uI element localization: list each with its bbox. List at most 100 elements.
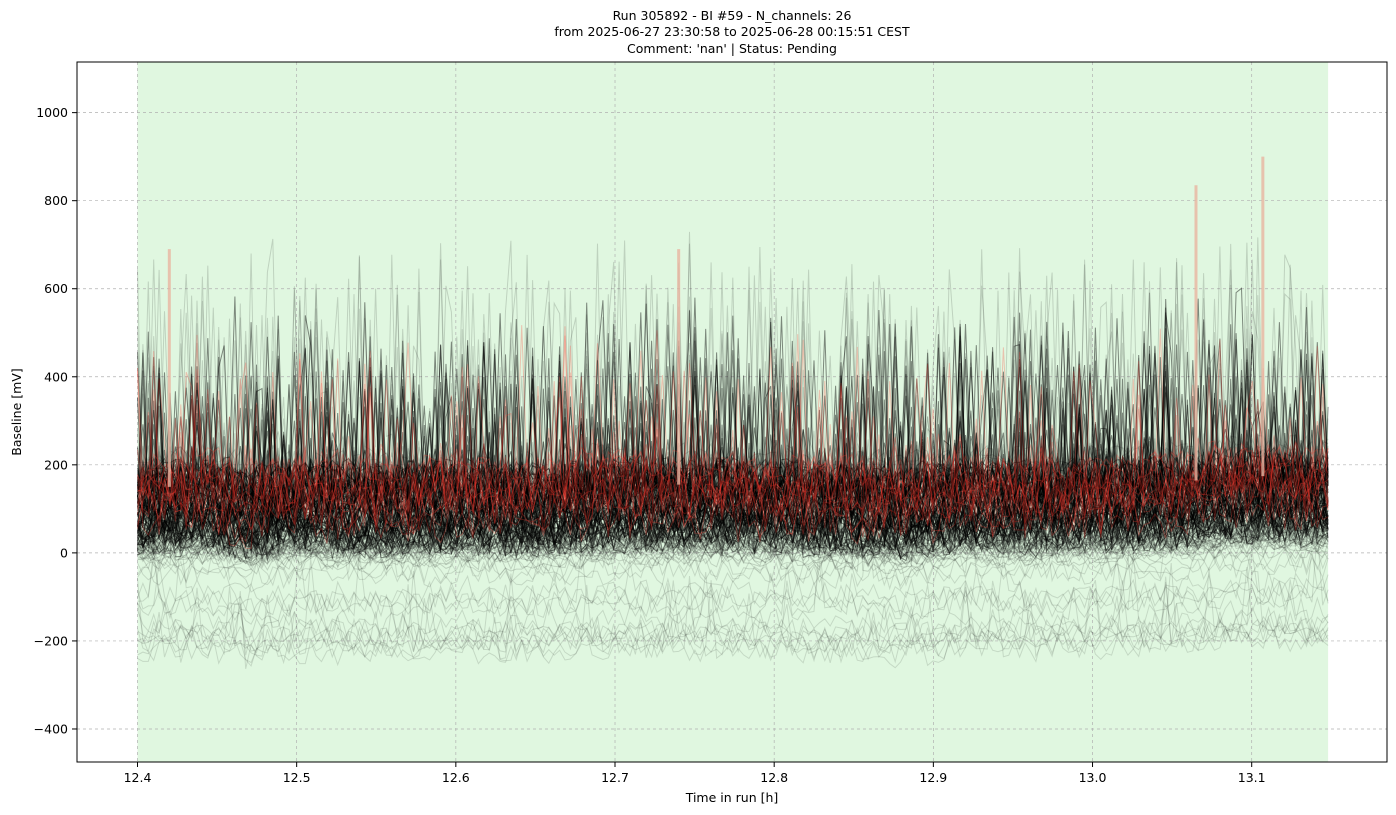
- baseline-trace-7: [137, 520, 1329, 593]
- baseline-trace-26: [137, 465, 1329, 566]
- baseline-trace-40: [137, 436, 1329, 563]
- baseline-trace-91: [137, 351, 1329, 545]
- baseline-trace-59: [137, 346, 1329, 549]
- baseline-trace-41: [137, 499, 1329, 568]
- plot-frame: [76, 61, 1388, 763]
- baseline-trace-3: [137, 580, 1329, 670]
- baseline-trace-36: [137, 417, 1329, 557]
- baseline-trace-141: [137, 340, 1329, 540]
- baseline-trace-5: [137, 531, 1329, 621]
- baseline-trace-44: [137, 442, 1329, 554]
- baseline-trace-177: [137, 358, 1329, 549]
- baseline-trace-56: [137, 362, 1329, 562]
- baseline-trace-72: [137, 287, 1329, 505]
- baseline-trace-81: [137, 347, 1329, 543]
- baseline-trace-162: [137, 280, 1329, 514]
- baseline-trace-62: [137, 358, 1329, 551]
- y-tick-label-3: 200: [44, 457, 68, 472]
- baseline-trace-142: [137, 352, 1329, 535]
- baseline-trace-1: [137, 566, 1329, 657]
- baseline-trace-146: [137, 281, 1329, 517]
- baseline-trace-23: [137, 430, 1329, 561]
- baseline-trace-161: [137, 243, 1329, 511]
- baseline-trace-167: [137, 273, 1329, 510]
- baseline-trace-98: [137, 338, 1329, 536]
- baseline-trace-155: [137, 259, 1329, 499]
- baseline-trace-106: [137, 315, 1329, 499]
- baseline-trace-83: [137, 313, 1329, 507]
- baseline-trace-168: [137, 243, 1329, 501]
- baseline-trace-25: [137, 439, 1329, 561]
- baseline-trace-95: [137, 368, 1329, 527]
- baseline-trace-103: [137, 319, 1329, 508]
- baseline-trace-119: [137, 358, 1329, 552]
- baseline-trace-176: [137, 334, 1329, 522]
- y-tick-label-5: 600: [44, 281, 68, 296]
- baseline-trace-87: [137, 315, 1329, 511]
- baseline-trace-58: [137, 332, 1329, 533]
- baseline-trace-118: [137, 344, 1329, 528]
- baseline-trace-105: [137, 351, 1329, 544]
- baseline-trace-171: [137, 330, 1329, 515]
- baseline-trace-112: [137, 302, 1329, 503]
- baseline-trace-90: [137, 363, 1329, 561]
- baseline-trace-172: [137, 326, 1329, 521]
- baseline-trace-84: [137, 355, 1329, 511]
- baseline-trace-12: [137, 580, 1329, 667]
- x-tick-label-4: 12.8: [760, 770, 788, 785]
- baseline-trace-2: [137, 502, 1329, 587]
- baseline-trace-111: [137, 387, 1329, 543]
- baseline-trace-75: [137, 354, 1329, 536]
- y-axis-ticks: −400 −200 0 200 400 600 800 1000: [34, 105, 77, 736]
- baseline-trace-174: [137, 343, 1329, 513]
- baseline-trace-48: [137, 452, 1329, 561]
- baseline-trace-82: [137, 346, 1329, 532]
- baseline-trace-28: [137, 418, 1329, 559]
- baseline-trace-71: [137, 387, 1329, 560]
- baseline-trace-153: [137, 261, 1329, 506]
- baseline-trace-53: [137, 443, 1329, 564]
- baseline-trace-182: [137, 339, 1329, 524]
- baseline-traces: [137, 156, 1329, 670]
- baseline-trace-149: [137, 266, 1329, 514]
- baseline-trace-114: [137, 364, 1329, 546]
- baseline-trace-130: [137, 338, 1329, 526]
- baseline-trace-60: [137, 344, 1329, 524]
- baseline-trace-18: [137, 454, 1329, 567]
- baseline-trace-158: [137, 240, 1329, 500]
- baseline-trace-107: [137, 297, 1329, 501]
- baseline-trace-129: [137, 387, 1329, 556]
- baseline-trace-38: [137, 456, 1329, 562]
- baseline-trace-89: [137, 298, 1329, 501]
- baseline-trace-27: [137, 436, 1329, 559]
- baseline-trace-63: [137, 368, 1329, 549]
- baseline-trace-159: [137, 231, 1329, 502]
- baseline-trace-21: [137, 451, 1329, 567]
- baseline-trace-101: [137, 336, 1329, 538]
- baseline-trace-126: [137, 328, 1329, 527]
- baseline-trace-85: [137, 367, 1329, 549]
- baseline-trace-179: [137, 364, 1329, 540]
- grid-lines: [77, 62, 1387, 762]
- baseline-trace-17: [137, 438, 1329, 565]
- baseline-trace-148: [137, 246, 1329, 508]
- baseline-trace-109: [137, 323, 1329, 527]
- baseline-trace-9: [137, 575, 1329, 664]
- x-axis-label: Time in run [h]: [685, 790, 779, 805]
- x-tick-label-1: 12.5: [283, 770, 311, 785]
- baseline-trace-88: [137, 361, 1329, 548]
- baseline-trace-181: [137, 328, 1329, 527]
- y-tick-label-1: −200: [34, 633, 68, 648]
- baseline-trace-154: [137, 254, 1329, 510]
- baseline-trace-73: [137, 344, 1329, 519]
- baseline-trace-15: [137, 543, 1329, 625]
- baseline-trace-164: [137, 240, 1329, 499]
- baseline-trace-163: [137, 243, 1329, 517]
- baseline-trace-104: [137, 296, 1329, 501]
- baseline-trace-173: [137, 363, 1329, 535]
- baseline-trace-152: [137, 258, 1329, 528]
- baseline-trace-8: [137, 576, 1329, 654]
- baseline-trace-116: [137, 361, 1329, 553]
- baseline-trace-51: [137, 434, 1329, 560]
